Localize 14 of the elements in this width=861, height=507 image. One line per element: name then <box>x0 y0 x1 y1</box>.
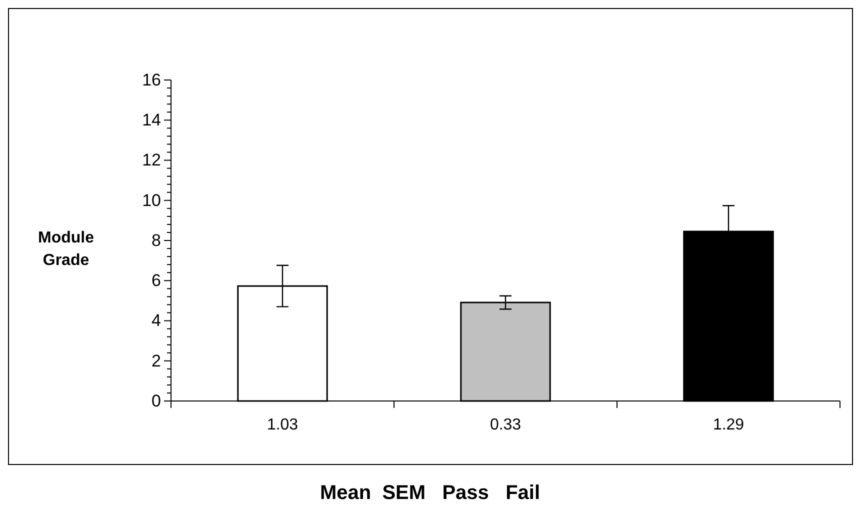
x-axis-title: Mean SEM Pass Fail <box>320 482 540 504</box>
y-axis-title: Module Grade <box>38 230 94 269</box>
x-tick-label: 1.03 <box>266 416 298 434</box>
y-tick-label: 10 <box>142 190 161 210</box>
y-tick-label: 14 <box>142 110 161 130</box>
y-tick-label: 4 <box>152 311 161 330</box>
y-tick-label: 0 <box>152 391 161 410</box>
y-tick-label: 6 <box>152 271 161 290</box>
x-tick-label: 0.33 <box>490 416 522 434</box>
y-tick-label: 12 <box>142 150 161 170</box>
y-tick-label: 8 <box>152 230 161 250</box>
y-tick-label: 2 <box>152 351 161 370</box>
y-tick-label: 16 <box>142 70 161 90</box>
x-tick-label: 1.29 <box>712 416 744 434</box>
